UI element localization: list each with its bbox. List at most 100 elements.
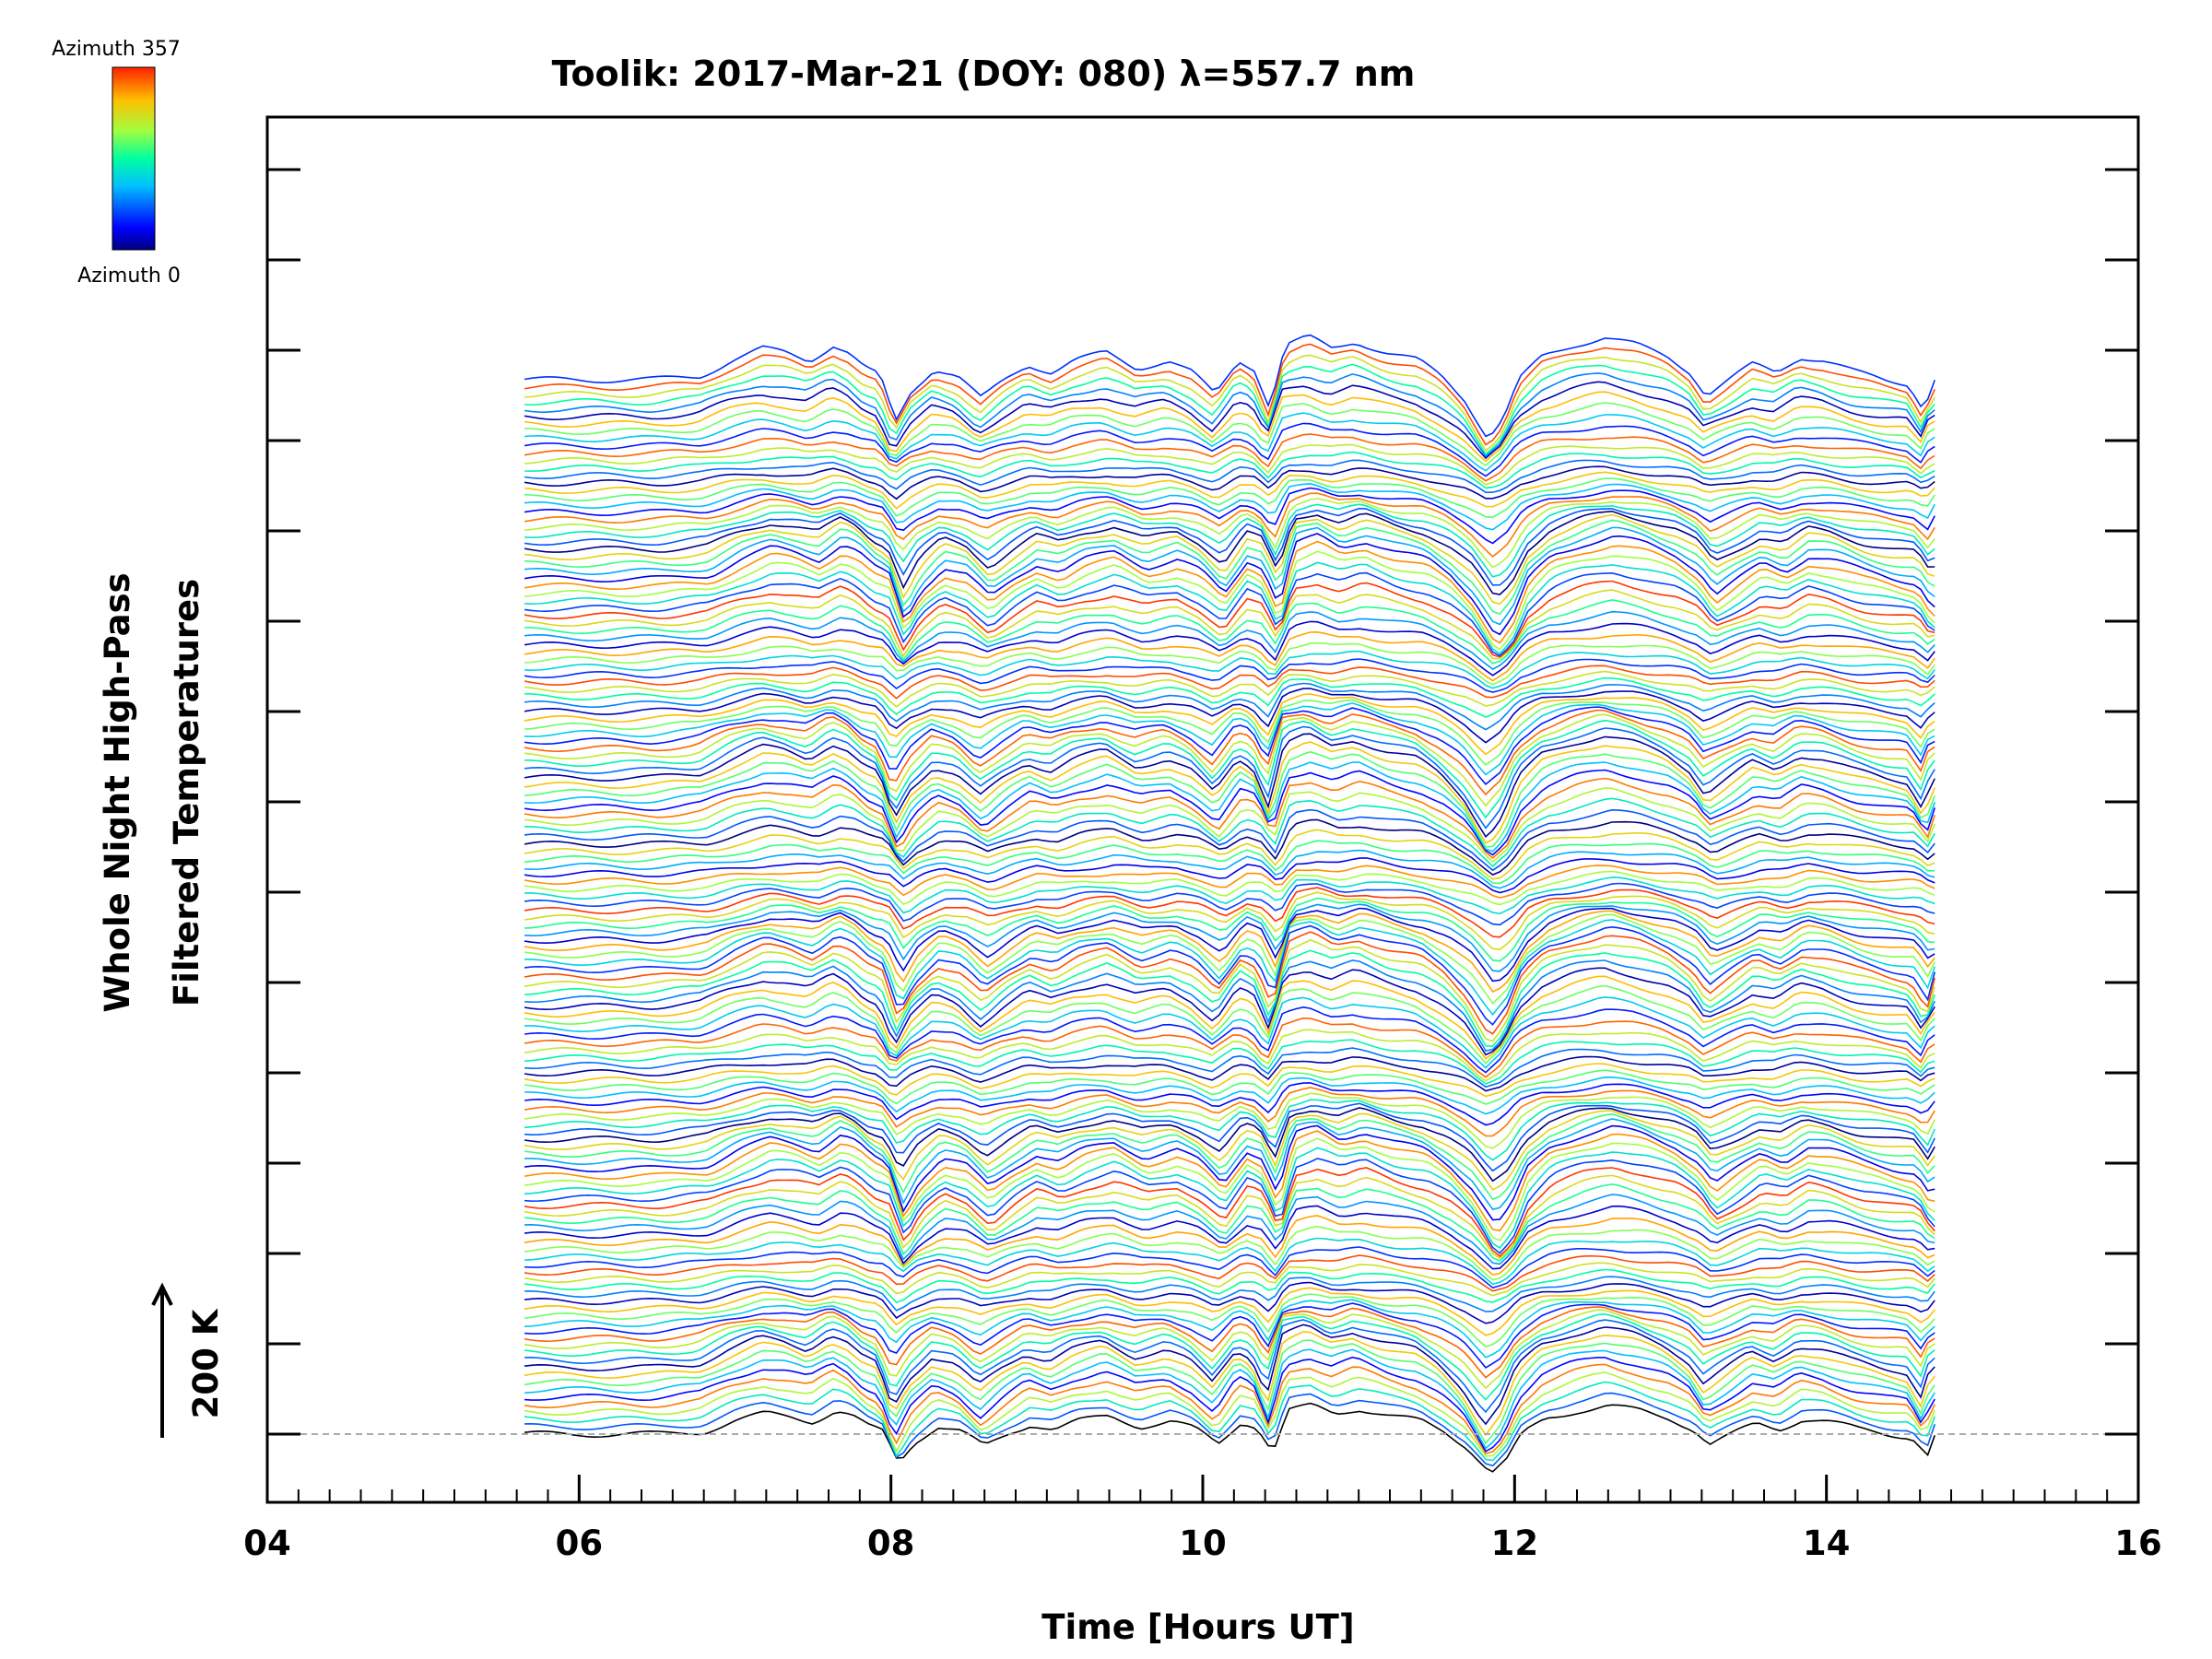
azimuth-trace	[524, 797, 1936, 867]
azimuth-trace	[524, 891, 1936, 951]
azimuth-trace	[524, 1017, 1936, 1078]
azimuth-trace	[524, 984, 1936, 1065]
y-axis-label-line2: Filtered Temperatures	[167, 579, 206, 1006]
azimuth-trace	[524, 1158, 1936, 1254]
azimuth-trace	[524, 1055, 1936, 1092]
azimuth-trace	[524, 1124, 1936, 1221]
azimuth-trace	[524, 910, 1936, 994]
azimuth-trace	[524, 641, 1936, 686]
azimuth-trace	[524, 1102, 1936, 1172]
azimuth-trace	[524, 571, 1936, 657]
azimuth-trace	[524, 887, 1936, 938]
azimuth-trace	[524, 709, 1936, 796]
azimuth-trace	[524, 818, 1936, 877]
azimuth-trace	[524, 589, 1936, 660]
azimuth-trace	[524, 882, 1936, 926]
azimuth-trace	[524, 459, 1936, 494]
azimuth-trace	[524, 412, 1936, 472]
azimuth-trace	[524, 1076, 1936, 1115]
azimuth-trace	[524, 433, 1936, 482]
azimuth-trace	[524, 996, 1936, 1069]
azimuth-trace	[524, 1313, 1936, 1401]
azimuth-trace	[524, 1099, 1936, 1161]
x-tick-label: 06	[556, 1524, 604, 1563]
azimuth-trace	[524, 1246, 1936, 1289]
azimuth-trace	[524, 761, 1936, 853]
azimuth-trace	[524, 670, 1936, 708]
azimuth-trace	[524, 503, 1936, 578]
azimuth-trace	[524, 750, 1936, 848]
azimuth-trace	[524, 334, 1936, 438]
azimuth-trace	[524, 1299, 1936, 1359]
azimuth-trace	[524, 897, 1936, 962]
trace-group	[524, 334, 1936, 1473]
azimuth-trace	[524, 343, 1936, 446]
azimuth-trace	[524, 533, 1936, 636]
azimuth-trace	[524, 465, 1936, 500]
azimuth-trace	[524, 650, 1936, 689]
azimuth-trace	[524, 919, 1936, 1017]
azimuth-trace	[524, 733, 1936, 839]
x-tick-label: 08	[867, 1524, 915, 1563]
chart-title: Toolik: 2017-Mar-21 (DOY: 080) λ=557.7 n…	[552, 53, 1416, 94]
azimuth-trace	[524, 620, 1936, 677]
azimuth-trace	[524, 540, 1936, 644]
azimuth-trace	[524, 1237, 1936, 1286]
azimuth-trace	[524, 487, 1936, 545]
azimuth-trace	[524, 1194, 1936, 1265]
azimuth-trace	[524, 1363, 1936, 1455]
azimuth-trace	[524, 513, 1936, 606]
azimuth-trace	[524, 1087, 1936, 1137]
azimuth-trace	[524, 693, 1936, 756]
azimuth-trace	[524, 1069, 1936, 1105]
azimuth-trace	[524, 840, 1936, 885]
azimuth-trace	[524, 1205, 1936, 1270]
azimuth-trace	[524, 699, 1936, 766]
x-tick-label: 12	[1491, 1524, 1539, 1563]
azimuth-trace	[524, 1039, 1936, 1085]
azimuth-trace	[524, 741, 1936, 844]
azimuth-trace	[524, 1287, 1936, 1336]
azimuth-trace	[524, 402, 1936, 467]
azimuth-trace	[524, 913, 1936, 1005]
azimuth-trace	[524, 1063, 1936, 1098]
azimuth-trace	[524, 1047, 1936, 1088]
azimuth-trace	[524, 682, 1936, 731]
x-tick-label: 10	[1179, 1524, 1227, 1563]
azimuth-trace	[524, 1293, 1936, 1348]
azimuth-trace	[524, 1112, 1936, 1201]
azimuth-trace	[524, 550, 1936, 651]
x-tick-label: 16	[2114, 1524, 2162, 1563]
azimuth-trace	[524, 498, 1936, 569]
azimuth-trace	[524, 1309, 1936, 1390]
colorbar: Azimuth 357 Azimuth 0	[52, 38, 181, 288]
azimuth-trace	[524, 1381, 1936, 1462]
azimuth-trace	[524, 1356, 1936, 1453]
azimuth-trace	[524, 1174, 1936, 1260]
azimuth-trace	[524, 865, 1936, 899]
azimuth-trace	[524, 688, 1936, 744]
azimuth-trace	[524, 451, 1936, 489]
azimuth-trace	[524, 1147, 1936, 1250]
colorbar-top-label: Azimuth 357	[52, 38, 181, 61]
azimuth-trace	[524, 931, 1936, 1035]
azimuth-trace	[524, 907, 1936, 982]
azimuth-trace	[524, 422, 1936, 477]
azimuth-trace	[524, 857, 1936, 894]
azimuth-trace	[524, 561, 1936, 655]
azimuth-trace	[524, 1281, 1936, 1324]
azimuth-trace	[524, 677, 1936, 718]
azimuth-trace	[524, 769, 1936, 856]
azimuth-trace	[524, 967, 1936, 1056]
azimuth-trace	[524, 507, 1936, 586]
azimuth-trace	[524, 1130, 1936, 1232]
azimuth-trace	[524, 1110, 1936, 1191]
azimuth-trace	[524, 1324, 1936, 1426]
azimuth-trace	[524, 363, 1936, 456]
azimuth-trace	[524, 526, 1936, 626]
x-axis-label: Time [Hours UT]	[1041, 1607, 1354, 1647]
azimuth-trace	[524, 1306, 1936, 1379]
azimuth-trace	[524, 492, 1936, 558]
azimuth-trace	[524, 719, 1936, 819]
